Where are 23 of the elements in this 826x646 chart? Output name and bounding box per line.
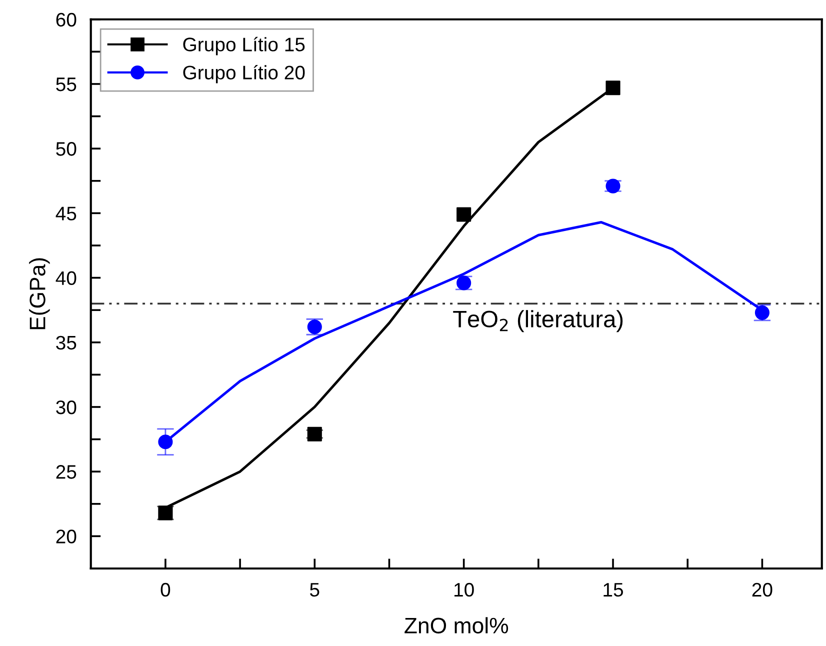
ref-line-label: TeO$_{2}$ (literatura)	[453, 310, 623, 332]
x-tick-label: 0	[160, 582, 170, 597]
y-tick-label: 20	[56, 530, 76, 544]
y-tick-label: 55	[56, 78, 76, 92]
point	[158, 434, 173, 450]
y-tick-label: 25	[56, 465, 76, 479]
y-tick-label: 40	[56, 271, 76, 286]
x-axis-title: ZnO mol%	[404, 617, 508, 634]
x-tick-label: 20	[752, 582, 772, 597]
legend-label: Grupo Lítio 20	[183, 64, 305, 84]
y-axis-title: E(GPa)	[29, 258, 50, 330]
point	[606, 80, 620, 96]
point	[307, 426, 322, 442]
y-tick-label: 35	[56, 336, 76, 350]
y-tick-label: 60	[56, 12, 76, 27]
point	[456, 207, 472, 222]
y-tick-label: 30	[56, 400, 76, 414]
x-tick-label: 15	[604, 583, 624, 597]
x-tick-label: 10	[454, 582, 474, 597]
y-tick-label: 50	[56, 142, 76, 156]
x-tick-label: 5	[310, 583, 320, 597]
legend-label: Grupo Lítio 15	[183, 36, 305, 56]
y-tick-label: 45	[56, 206, 76, 220]
